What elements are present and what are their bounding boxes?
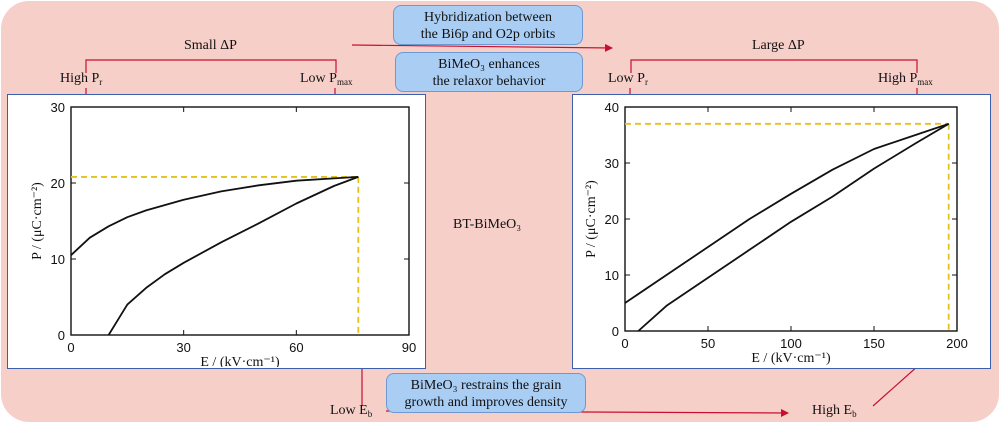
- x-tick-label: 0: [621, 336, 628, 351]
- low-eb-label: Low Eb: [330, 403, 372, 419]
- y-tick-label: 30: [605, 156, 619, 171]
- plot-frame: [624, 106, 958, 332]
- left-low-pmax-text: Low P: [300, 71, 337, 86]
- low-eb-sub: b: [367, 409, 373, 419]
- y-axis-label: P / (μC·cm⁻²): [30, 182, 45, 260]
- mid-info-box: BiMeO₃ enhances the relaxor behavior: [395, 52, 583, 92]
- left-chart-panel: 0 30 60 90 0 10 20 30 E / (kV·cm⁻¹) P / (μC·cm⁻²): [7, 94, 426, 370]
- y-tick-label: 40: [605, 100, 619, 115]
- right-high-pmax-label: High Pmax: [878, 71, 933, 87]
- right-chart-svg: 0 50 100 150 200 0 10 20 30 40 E / (kV·cm⁻¹) P / (μ…: [584, 100, 968, 366]
- left-high-pr-label: High Pr: [60, 71, 102, 87]
- left-low-pmax-label: Low Pmax: [300, 71, 352, 87]
- right-header: Large ΔP: [752, 38, 805, 53]
- right-low-pr-label: Low Pr: [608, 71, 648, 87]
- series-curve-1: [637, 123, 950, 332]
- x-tick-label: 50: [701, 336, 715, 351]
- x-tick-label: 90: [402, 340, 416, 355]
- left-header: Small ΔP: [184, 38, 237, 53]
- y-tick-label: 10: [605, 268, 619, 283]
- x-tick-label: 100: [780, 336, 802, 351]
- y-tick-label: 0: [612, 324, 619, 339]
- x-tick-label: 0: [67, 340, 74, 355]
- high-eb-sub: b: [852, 409, 857, 419]
- y-tick-label: 20: [51, 176, 65, 191]
- top-box-line2: the Bi6p and O2p orbits: [420, 27, 556, 42]
- x-tick-label: 200: [946, 336, 968, 351]
- mid-box-line1: BiMeO₃ enhances: [438, 57, 540, 72]
- series-curve-0: [624, 122, 949, 304]
- center-label: BT-BiMeO₃: [453, 217, 522, 232]
- x-axis-label: E / (kV·cm⁻¹): [751, 351, 831, 366]
- right-high-pmax-text: High P: [878, 71, 918, 86]
- right-bracket: [630, 59, 918, 73]
- top-box-line1: Hybridization between: [424, 10, 552, 25]
- right-low-pr-sub: r: [644, 77, 648, 87]
- top-info-box: Hybridization between the Bi6p and O2p o…: [393, 5, 583, 45]
- left-high-pr-text: High P: [60, 71, 100, 86]
- y-tick-label: 30: [51, 100, 65, 115]
- bottom-box-line2: growth and improves density: [404, 395, 568, 410]
- series-curve-1: [107, 176, 359, 336]
- top-center-arrow: [351, 43, 613, 52]
- bottom-box-line1: BiMeO₃ restrains the grain: [410, 378, 562, 393]
- high-eb-text: High E: [812, 403, 853, 418]
- y-tick-label: 20: [605, 212, 619, 227]
- left-low-pmax-sub: max: [336, 77, 353, 87]
- right-chart-panel: 0 50 100 150 200 0 10 20 30 40 E / (kV·cm⁻¹) P / (μ…: [572, 94, 991, 369]
- series-curve-0: [70, 176, 359, 256]
- x-tick-label: 30: [176, 340, 190, 355]
- y-tick-label: 10: [51, 252, 65, 267]
- x-axis-label: E / (kV·cm⁻¹): [200, 355, 280, 367]
- right-low-pr-text: Low P: [608, 71, 645, 86]
- right-high-pmax-sub: max: [917, 77, 933, 87]
- y-tick-label: 0: [58, 328, 65, 343]
- low-eb-text: Low E: [330, 403, 368, 418]
- y-axis-label: P / (μC·cm⁻²): [584, 180, 599, 258]
- left-chart-svg: 0 30 60 90 0 10 20 30 E / (kV·cm⁻¹) P / (μC·cm⁻²): [30, 100, 416, 370]
- high-eb-label: High Eb: [812, 403, 857, 419]
- x-tick-label: 60: [289, 340, 303, 355]
- bottom-info-box: BiMeO₃ restrains the grain growth and im…: [386, 373, 586, 413]
- left-bracket: [85, 59, 337, 73]
- plot-frame: [70, 106, 410, 336]
- x-tick-label: 150: [863, 336, 885, 351]
- mid-box-line2: the relaxor behavior: [432, 74, 546, 89]
- left-high-pr-sub: r: [99, 77, 103, 87]
